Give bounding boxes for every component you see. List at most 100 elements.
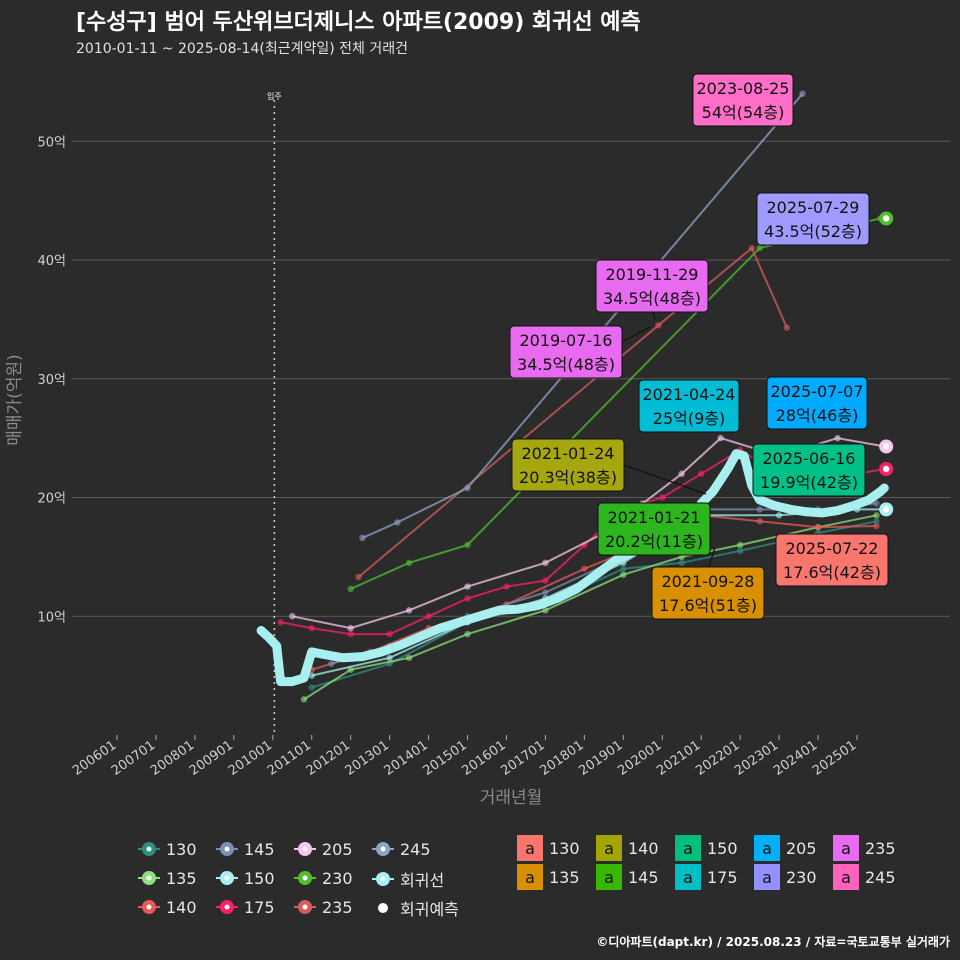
- legend-label: 235: [865, 838, 896, 858]
- legend-item: 150: [216, 867, 275, 889]
- data-point-130: [873, 518, 880, 525]
- legend-label: 130: [549, 838, 580, 858]
- x-tick-label: 201801: [537, 738, 586, 779]
- x-tick-label: 201101: [265, 738, 314, 779]
- x-tick-label: 201201: [304, 738, 353, 779]
- data-point-205: [405, 607, 413, 614]
- data-point-175: [347, 630, 354, 638]
- legend-item: 175: [216, 896, 275, 918]
- annotation-date: 2019-07-16: [520, 331, 613, 350]
- data-point-205: [542, 559, 549, 567]
- legend-marker-icon: [216, 896, 238, 918]
- annotation-date: 2025-07-07: [771, 382, 864, 401]
- annotation-date: 2019-11-29: [606, 265, 699, 284]
- annotation-box: [766, 376, 868, 430]
- data-point-235: [655, 322, 662, 329]
- legend-label: 150: [244, 868, 275, 888]
- legend-label: 140: [628, 838, 659, 858]
- data-point-150: [308, 672, 315, 679]
- legend-box-item: a 145: [596, 864, 659, 890]
- legend-box-item: a 230: [754, 864, 817, 890]
- x-tick-label: 201001: [226, 738, 275, 779]
- legend-marker-icon: [372, 897, 394, 919]
- annotation-price: 54억(54층): [702, 103, 785, 122]
- data-point-135: [736, 541, 744, 549]
- prediction-point-175: [883, 465, 890, 473]
- legend-item: 회귀선: [372, 867, 444, 891]
- annotation-price: 20.3억(38층): [519, 468, 617, 487]
- data-point-230: [464, 541, 471, 549]
- data-point-230: [347, 585, 354, 593]
- annotation-date: 2021-01-21: [608, 508, 701, 527]
- legend-item: 130: [138, 838, 197, 860]
- y-tick-label: 10억: [37, 610, 66, 625]
- x-tick-label: 201401: [382, 738, 431, 779]
- legend-box-item: a 135: [517, 864, 580, 890]
- legend-marker-icon: [216, 838, 238, 860]
- annotation-box: [756, 192, 870, 246]
- legend-color-box: a: [596, 835, 622, 861]
- data-point-130: [308, 684, 315, 691]
- prediction-point-150: [883, 506, 890, 513]
- data-point-175: [503, 583, 510, 590]
- legend-label: 175: [707, 867, 738, 887]
- legend-label: 140: [166, 897, 197, 917]
- legend-label: 245: [400, 839, 431, 859]
- annotation-price: 17.6억(51층): [659, 596, 757, 615]
- chart-title: [수성구] 범어 두산위브더제니스 아파트(2009) 회귀선 예측: [76, 10, 641, 35]
- legend-box-item: a 175: [675, 864, 738, 890]
- legend-box-item: a 140: [596, 835, 659, 861]
- x-axis-title: 거래년월: [480, 788, 543, 808]
- data-point-205: [289, 613, 296, 620]
- x-tick-label: 202401: [771, 738, 820, 779]
- legend-marker-icon: [294, 896, 316, 918]
- data-point-140: [814, 523, 822, 531]
- annotation-box: [511, 438, 625, 492]
- x-tick-label: 202101: [654, 738, 703, 779]
- data-point-245: [799, 90, 806, 97]
- annotation-box: [509, 325, 623, 379]
- legend-color-box: a: [675, 835, 701, 861]
- x-tick-label: 200701: [109, 738, 158, 779]
- x-tick-label: 201501: [421, 738, 470, 779]
- data-point-145: [756, 506, 763, 513]
- annotation-price: 43.5억(52층): [764, 222, 862, 241]
- annotation-price: 34.5억(48층): [517, 355, 615, 374]
- legend-label: 245: [865, 867, 896, 887]
- annotation-box: [638, 379, 740, 433]
- legend-label: 135: [549, 867, 580, 887]
- annotation-box: [752, 443, 866, 497]
- data-point-145: [542, 589, 549, 596]
- data-point-130: [678, 559, 685, 567]
- legend-box-item: a 235: [833, 835, 896, 861]
- annotation-price: 19.9억(42층): [760, 473, 858, 492]
- y-axis-title: 매매가(억원): [5, 354, 25, 445]
- annotation-date: 2021-01-24: [522, 444, 615, 463]
- y-tick-label: 30억: [37, 373, 66, 388]
- data-point-245: [394, 519, 401, 526]
- legend-marker-icon: [372, 868, 394, 890]
- data-point-130: [736, 547, 744, 555]
- data-point-140: [756, 518, 763, 525]
- x-tick-label: 201601: [460, 738, 509, 779]
- annotation-date: 2025-07-22: [786, 539, 879, 558]
- data-point-135: [405, 654, 413, 662]
- y-tick-label: 40억: [37, 254, 66, 269]
- data-point-145: [873, 500, 880, 507]
- annotation-date: 2025-06-16: [763, 449, 856, 468]
- annotation-leader: [707, 547, 716, 570]
- data-point-175: [698, 470, 705, 477]
- legend-item: 205: [294, 838, 353, 860]
- legend-marker-icon: [294, 867, 316, 889]
- legend-label: 230: [786, 867, 817, 887]
- data-point-230: [756, 244, 763, 252]
- annotation-price: 25억(9층): [653, 409, 725, 428]
- annotation-box: [692, 73, 794, 127]
- legend-color-box: a: [833, 864, 859, 890]
- legend-label: 회귀예측: [400, 900, 459, 919]
- legend-color-box: a: [754, 835, 780, 861]
- annotation-box: [597, 502, 711, 556]
- legend-color-box: a: [596, 864, 622, 890]
- annotation-date: 2021-04-24: [643, 385, 736, 404]
